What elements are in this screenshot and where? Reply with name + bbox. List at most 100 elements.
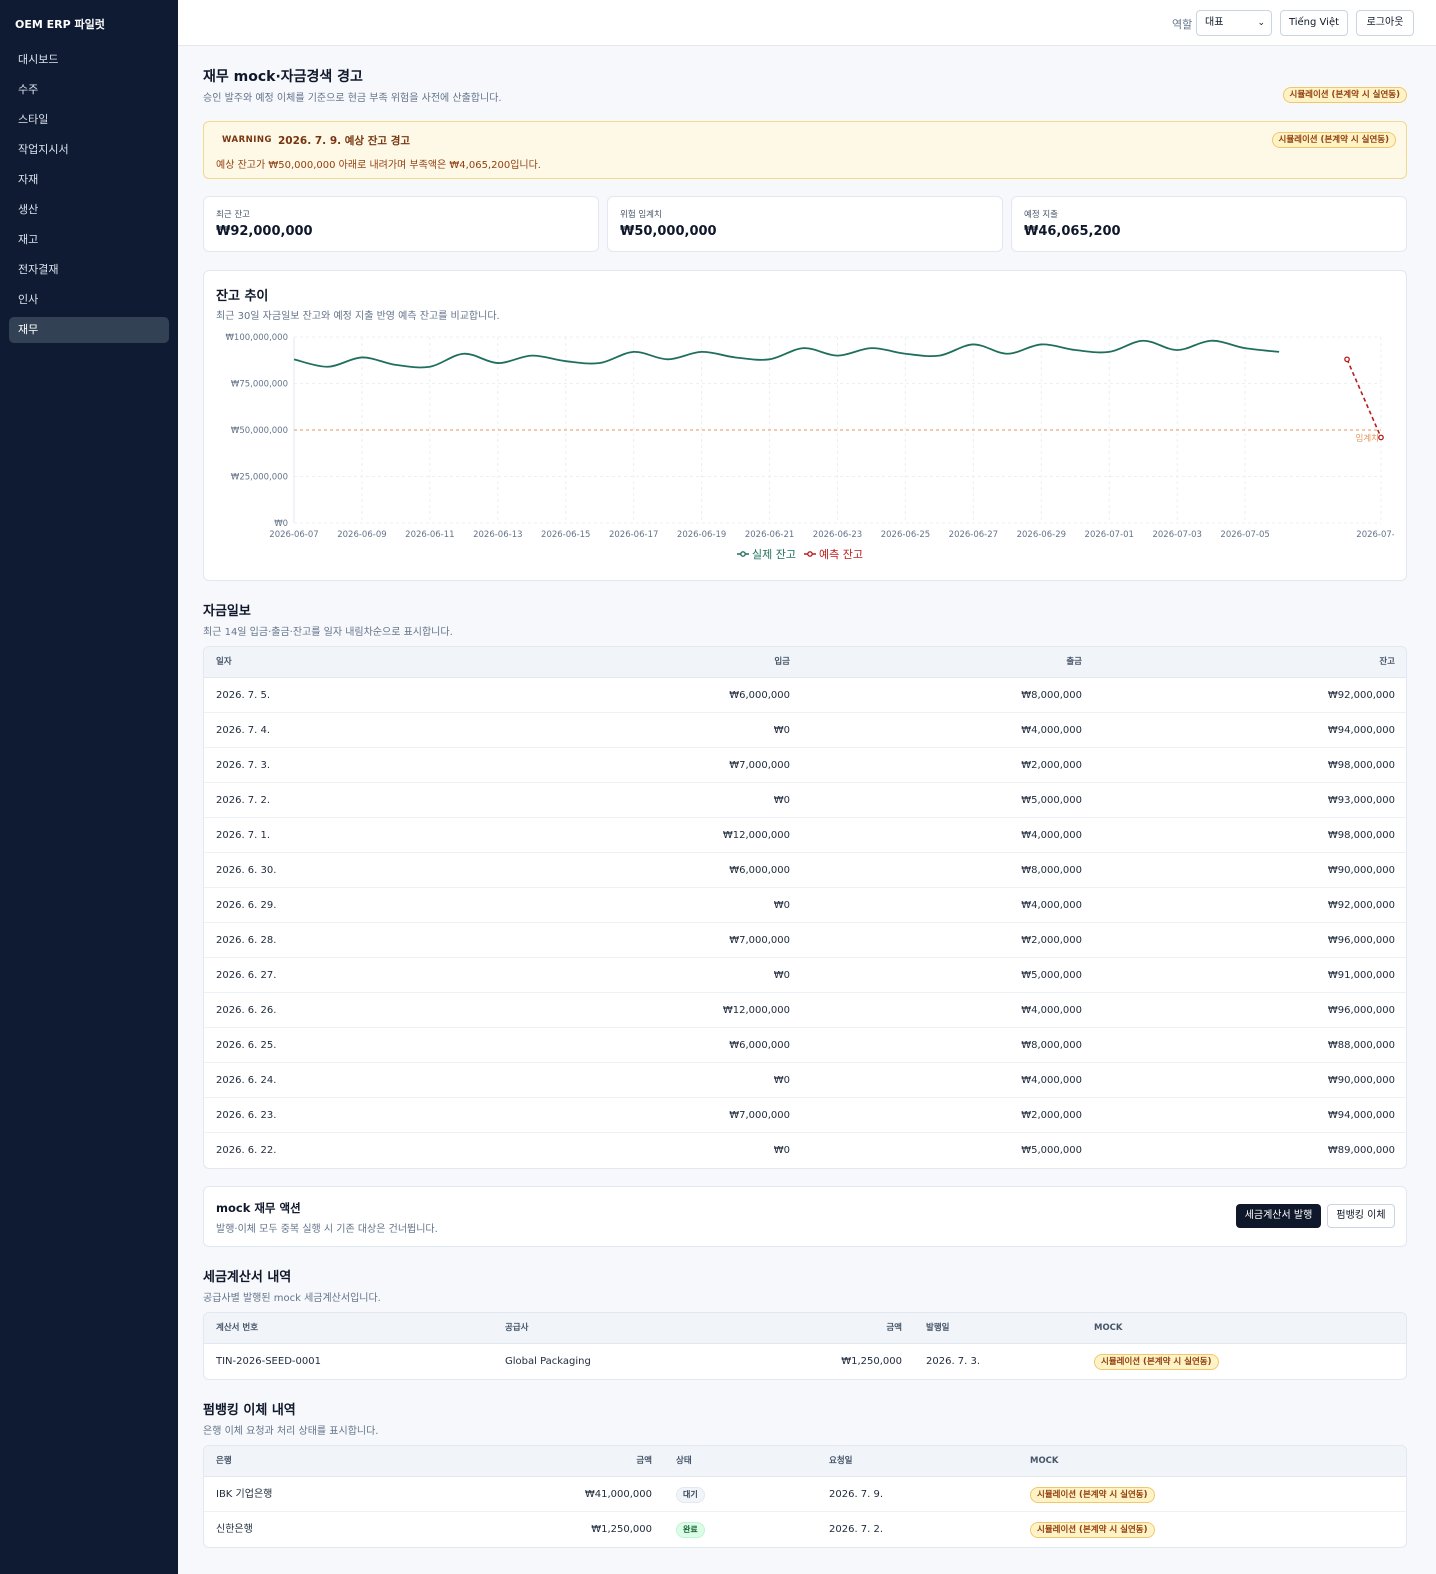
status-badge: 완료 xyxy=(676,1522,705,1538)
table-cell: ₩7,000,000 xyxy=(729,1110,790,1121)
column-header: 금액 xyxy=(636,1456,652,1466)
table-cell: ₩6,000,000 xyxy=(729,1040,790,1051)
warning-title: 2026. 7. 9. 예상 잔고 경고 xyxy=(278,135,411,147)
table-cell: ₩5,000,000 xyxy=(1021,970,1082,981)
column-header: 요청일 xyxy=(829,1456,853,1466)
stat-value: ₩50,000,000 xyxy=(620,224,717,239)
table-cell: 시뮬레이션 (본계약 시 실연동) xyxy=(1030,1512,1390,1547)
language-button[interactable]: Tiếng Việt xyxy=(1280,10,1348,36)
sidebar-item-4[interactable]: 자재 xyxy=(18,173,39,186)
table-cell: ₩8,000,000 xyxy=(1021,865,1082,876)
page-title: 재무 mock·자금경색 경고 xyxy=(203,69,363,85)
table-cell: ₩1,250,000 xyxy=(841,1356,902,1367)
legend-label: 예측 잔고 xyxy=(819,548,863,561)
legend-marker-dot xyxy=(807,551,813,557)
page-subtitle: 승인 발주와 예정 이체를 기준으로 현금 부족 위험을 사전에 산출합니다. xyxy=(203,93,502,104)
table-header: 일자 입금 출금 잔고 xyxy=(204,647,1406,678)
table-cell: ₩41,000,000 xyxy=(584,1489,652,1500)
column-header: 상태 xyxy=(676,1456,692,1466)
table-cell: 2026. 6. 27. xyxy=(216,970,277,981)
x-tick-label: 2026-07-03 xyxy=(1152,530,1201,540)
table-row: 2026. 6. 29. ₩0 ₩4,000,000 ₩92,000,000 xyxy=(204,888,1406,923)
table-cell: ₩8,000,000 xyxy=(1021,1040,1082,1051)
transfers-section-subtitle: 은행 이체 요청과 처리 상태를 표시합니다. xyxy=(203,1426,379,1437)
table-row: 2026. 7. 2. ₩0 ₩5,000,000 ₩93,000,000 xyxy=(204,783,1406,818)
table-row: IBK 기업은행 ₩41,000,000 대기 2026. 7. 9. 시뮬레이션 (본… xyxy=(204,1477,1406,1512)
balance-warning-alert: WARNING 2026. 7. 9. 예상 잔고 경고 예상 잔고가 ₩50,… xyxy=(203,121,1407,179)
table-cell: 2026. 6. 22. xyxy=(216,1145,277,1156)
table-cell: 2026. 7. 4. xyxy=(216,725,271,736)
sidebar-item-6[interactable]: 재고 xyxy=(18,233,39,246)
column-header: 입금 xyxy=(774,657,790,667)
table-cell: 2026. 6. 30. xyxy=(216,865,277,876)
table-cell: ₩0 xyxy=(773,725,790,736)
sidebar-item-1[interactable]: 수주 xyxy=(18,83,39,96)
table-cell: ₩89,000,000 xyxy=(1327,1145,1395,1156)
sidebar-item-9[interactable]: 재무 xyxy=(9,317,169,343)
table-cell: ₩12,000,000 xyxy=(722,830,790,841)
chart-subtitle: 최근 30일 자금일보 잔고와 예정 지출 반영 예측 잔고를 비교합니다. xyxy=(216,311,500,322)
table-row: 2026. 6. 28. ₩7,000,000 ₩2,000,000 ₩96,000,… xyxy=(204,923,1406,958)
table-cell: 2026. 7. 1. xyxy=(216,830,271,841)
table-cell: ₩94,000,000 xyxy=(1327,1110,1395,1121)
sidebar-item-8[interactable]: 인사 xyxy=(18,293,39,306)
column-header: 은행 xyxy=(216,1456,232,1466)
stat-value: ₩46,065,200 xyxy=(1024,224,1121,239)
table-cell: 시뮬레이션 (본계약 시 실연동) xyxy=(1030,1477,1390,1512)
table-cell: ₩12,000,000 xyxy=(722,1005,790,1016)
table-cell: ₩2,000,000 xyxy=(1021,760,1082,771)
sidebar-item-0[interactable]: 대시보드 xyxy=(18,53,59,66)
warning-simulation-badge: 시뮬레이션 (본계약 시 실연동) xyxy=(1271,132,1396,148)
column-header: 금액 xyxy=(886,1323,902,1333)
threshold-label: 임계치 xyxy=(1356,433,1379,444)
invoices-section-subtitle: 공급사별 발행된 mock 세금계산서입니다. xyxy=(203,1293,381,1304)
column-header: 잔고 xyxy=(1379,657,1395,667)
x-tick-label: 2026-06-29 xyxy=(1017,530,1066,540)
x-tick-label: 2026-06-27 xyxy=(949,530,998,540)
y-tick-label: ₩100,000,000 xyxy=(226,333,288,343)
sidebar-item-3[interactable]: 작업지시서 xyxy=(18,143,69,156)
x-tick-label: 2026-06-21 xyxy=(745,530,794,540)
sidebar-item-2[interactable]: 스타일 xyxy=(18,113,49,126)
table-cell: ₩88,000,000 xyxy=(1327,1040,1395,1051)
table-cell: 2026. 6. 24. xyxy=(216,1075,277,1086)
status-badge: 대기 xyxy=(676,1487,705,1503)
column-header: 일자 xyxy=(216,657,232,667)
table-cell: ₩0 xyxy=(773,970,790,981)
firm-banking-transfer-button[interactable]: 펌뱅킹 이체 xyxy=(1327,1204,1395,1228)
table-cell: 2026. 6. 29. xyxy=(216,900,277,911)
stat-value: ₩92,000,000 xyxy=(216,224,313,239)
x-tick-label: 2026-07-09 xyxy=(1356,530,1394,540)
actions-title: mock 재무 액션 xyxy=(216,1201,301,1215)
x-tick-label: 2026-06-25 xyxy=(881,530,930,540)
table-cell: ₩90,000,000 xyxy=(1327,865,1395,876)
sidebar-item-5[interactable]: 생산 xyxy=(18,203,39,216)
table-cell: ₩7,000,000 xyxy=(729,935,790,946)
table-cell: ₩6,000,000 xyxy=(729,865,790,876)
logout-button[interactable]: 로그아웃 xyxy=(1356,10,1414,36)
table-cell: ₩96,000,000 xyxy=(1327,1005,1395,1016)
x-tick-label: 2026-06-23 xyxy=(813,530,862,540)
table-cell: ₩93,000,000 xyxy=(1327,795,1395,806)
transfers-section-title: 펌뱅킹 이체 내역 xyxy=(203,1403,296,1418)
table-cell: ₩6,000,000 xyxy=(729,690,790,701)
table-header: 은행 금액 상태 요청일 MOCK xyxy=(204,1446,1406,1477)
issue-tax-invoice-button[interactable]: 세금계산서 발행 xyxy=(1236,1204,1321,1228)
role-select[interactable]: 대표 ⌄ xyxy=(1196,10,1272,36)
role-label: 역할 xyxy=(1172,18,1193,31)
table-cell: TIN-2026-SEED-0001 xyxy=(216,1356,321,1367)
actions-subtitle: 발행·이체 모두 중복 실행 시 기존 대상은 건너뜁니다. xyxy=(216,1224,438,1235)
series-line-forecast xyxy=(1346,359,1382,438)
table-cell: ₩98,000,000 xyxy=(1327,760,1395,771)
column-header: 출금 xyxy=(1066,657,1082,667)
stat-label: 최근 잔고 xyxy=(216,210,250,220)
sidebar-item-7[interactable]: 전자결재 xyxy=(18,263,59,276)
table-cell: ₩92,000,000 xyxy=(1327,690,1395,701)
role-select-value: 대표 xyxy=(1205,17,1224,28)
x-tick-label: 2026-06-13 xyxy=(473,530,522,540)
table-row: 2026. 7. 5. ₩6,000,000 ₩8,000,000 ₩92,000,0… xyxy=(204,678,1406,713)
finance-actions-panel: mock 재무 액션 발행·이체 모두 중복 실행 시 기존 대상은 건너뜁니다… xyxy=(203,1186,1407,1247)
table-cell: 2026. 6. 28. xyxy=(216,935,277,946)
column-header: MOCK xyxy=(1030,1456,1059,1466)
